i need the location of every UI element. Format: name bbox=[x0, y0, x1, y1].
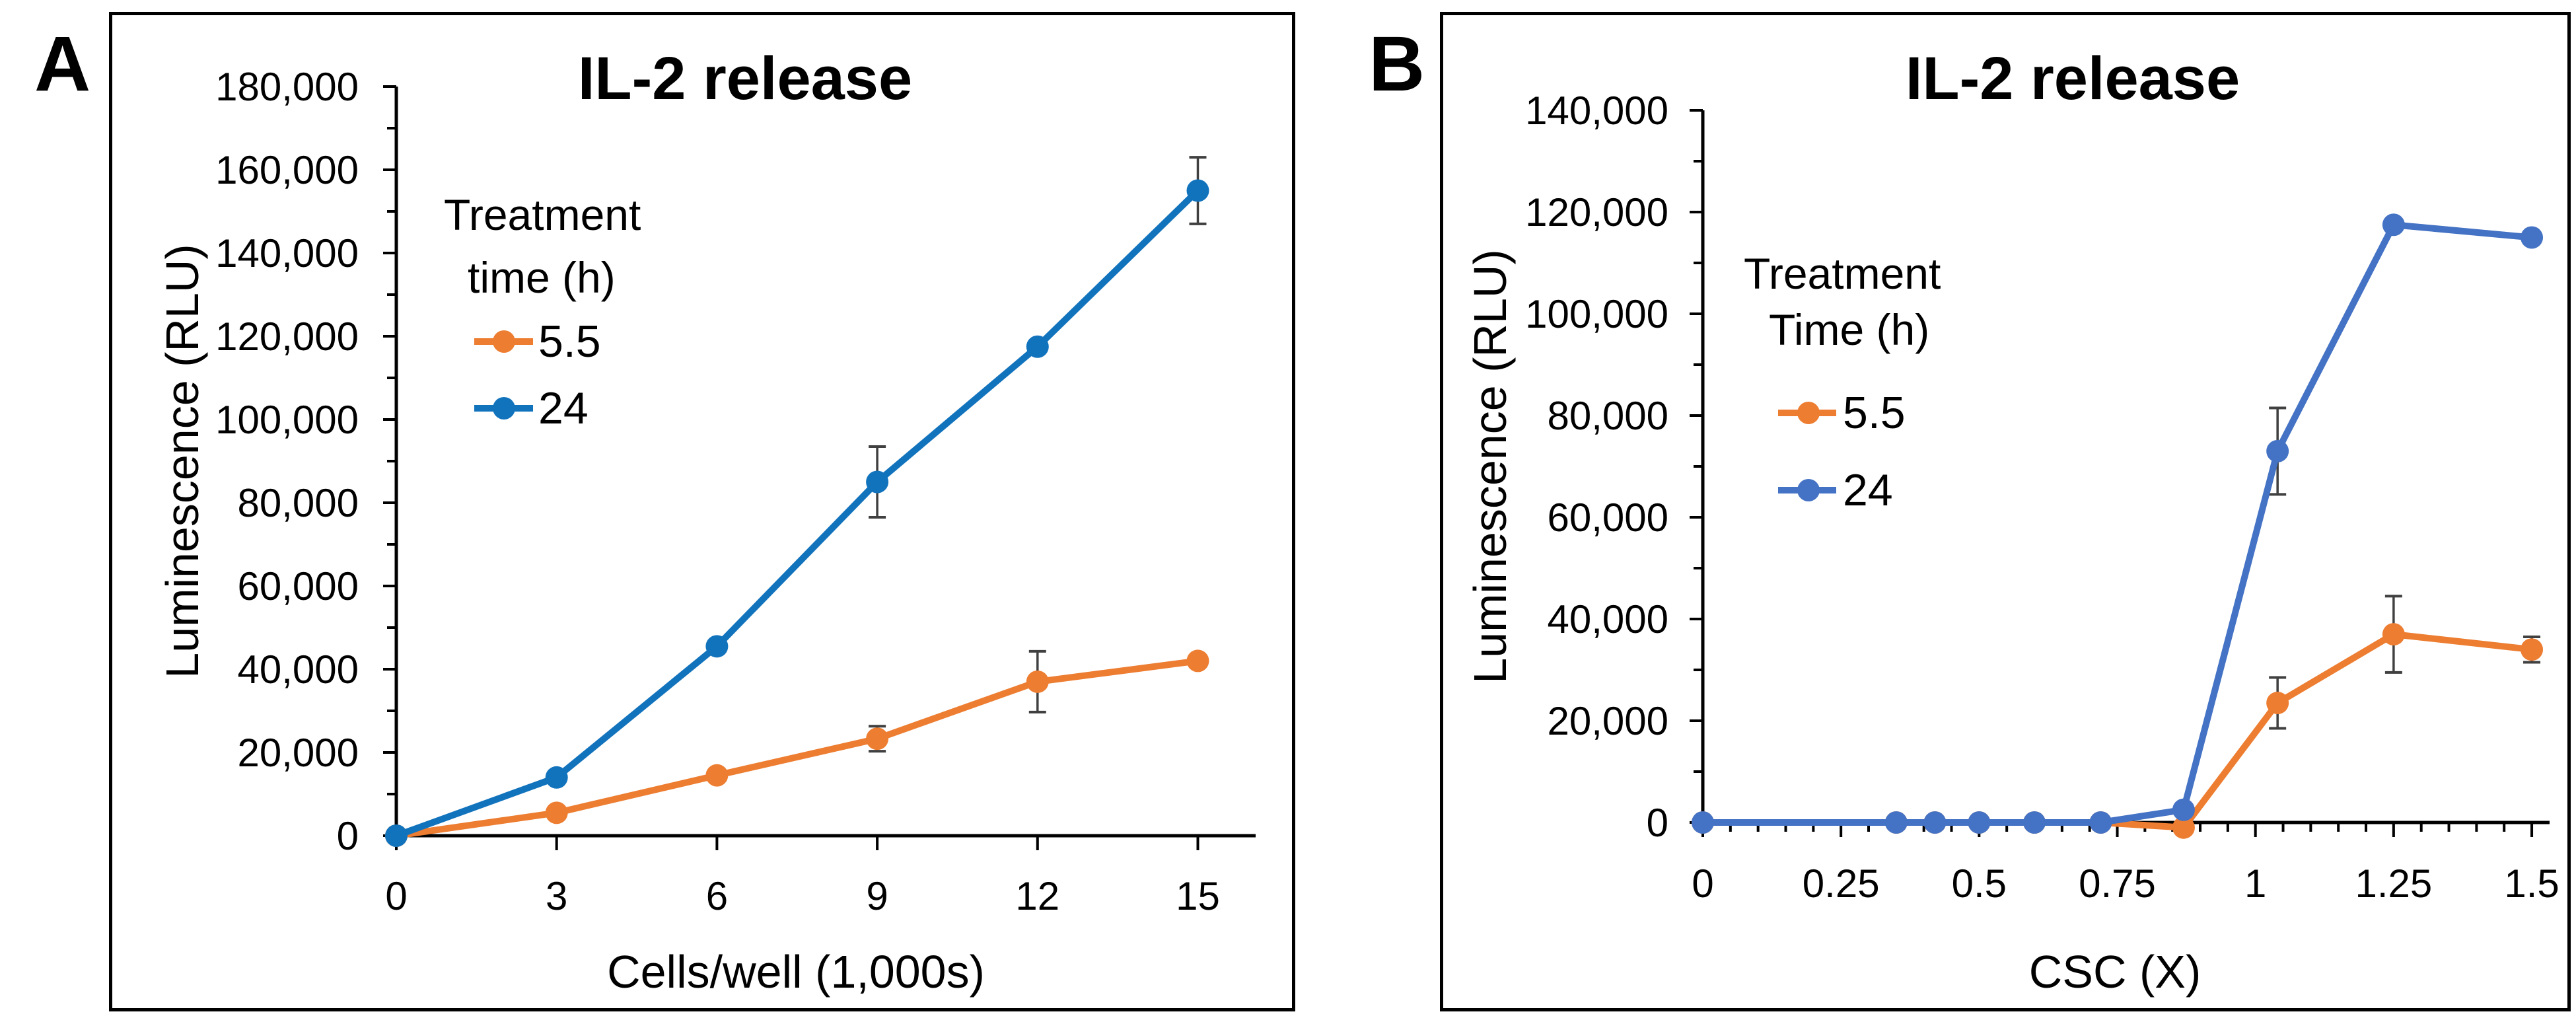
data-point-24 bbox=[1884, 811, 1908, 834]
legend-item-label: 5.5 bbox=[1843, 388, 1906, 438]
panel-border bbox=[109, 12, 1295, 1011]
x-tick-label: 0 bbox=[385, 874, 407, 918]
y-tick-label: 20,000 bbox=[237, 731, 359, 775]
data-point-24 bbox=[2266, 439, 2289, 462]
x-axis-title: CSC (X) bbox=[2029, 946, 2201, 998]
data-point-5.5 bbox=[2382, 623, 2405, 646]
data-point-24 bbox=[1923, 811, 1947, 834]
series-line-24 bbox=[393, 187, 1201, 839]
data-point-5.5 bbox=[705, 764, 729, 787]
y-tick-label: 100,000 bbox=[215, 398, 359, 442]
y-tick-label: 20,000 bbox=[1547, 699, 1668, 743]
y-tick-label: 0 bbox=[1647, 801, 1668, 845]
data-point-24 bbox=[2172, 798, 2195, 821]
data-point-24 bbox=[2521, 226, 2544, 249]
legend-item-label: 5.5 bbox=[538, 316, 601, 367]
x-tick-label: 15 bbox=[1176, 874, 1220, 918]
chart-title: IL-2 release bbox=[578, 45, 912, 112]
x-tick-label: 1.5 bbox=[2504, 861, 2559, 906]
y-tick-label: 140,000 bbox=[1525, 89, 1668, 133]
legend-marker-dot bbox=[493, 397, 515, 420]
data-point-24 bbox=[705, 635, 729, 658]
x-tick-label: 6 bbox=[706, 874, 728, 918]
data-point-24 bbox=[1026, 335, 1049, 358]
y-tick-label: 120,000 bbox=[1525, 190, 1668, 235]
data-point-24 bbox=[866, 470, 889, 493]
legend-marker-dot bbox=[1797, 402, 1820, 424]
x-tick-label: 0.25 bbox=[1803, 861, 1880, 906]
legend-marker-dot bbox=[493, 330, 515, 353]
x-axis-title: Cells/well (1,000s) bbox=[607, 946, 985, 998]
data-point-5.5 bbox=[545, 801, 568, 824]
y-tick-label: 140,000 bbox=[215, 231, 359, 275]
data-point-5.5 bbox=[866, 727, 889, 750]
data-point-5.5 bbox=[2521, 638, 2544, 661]
data-point-5.5 bbox=[2266, 692, 2289, 715]
chart-title: IL-2 release bbox=[1906, 45, 2240, 112]
data-point-5.5 bbox=[1026, 670, 1049, 693]
data-point-24 bbox=[1692, 811, 1714, 834]
y-tick-label: 120,000 bbox=[215, 314, 359, 359]
panel-b-letter: B bbox=[1369, 20, 1425, 108]
x-tick-label: 1.25 bbox=[2355, 861, 2432, 906]
y-tick-label: 60,000 bbox=[237, 564, 359, 608]
data-point-24 bbox=[2023, 811, 2046, 834]
y-tick-label: 180,000 bbox=[215, 65, 359, 109]
panel-a-chart: IL-2 release 0 20,000 40,000 60,000 80,000 100… bbox=[109, 12, 1295, 1011]
y-tick-label: 40,000 bbox=[237, 647, 359, 692]
series-line-24 bbox=[1699, 221, 2536, 826]
legend-title-line: time (h) bbox=[468, 253, 616, 302]
x-tick-label: 3 bbox=[546, 874, 567, 918]
panel-border bbox=[1440, 12, 2571, 1011]
data-point-24 bbox=[2382, 213, 2405, 237]
data-point-5.5 bbox=[2172, 816, 2195, 839]
x-tick-label: 0.75 bbox=[2079, 861, 2156, 906]
x-tick-label: 9 bbox=[866, 874, 888, 918]
y-tick-label: 80,000 bbox=[1547, 394, 1668, 438]
y-tick-label: 0 bbox=[337, 814, 359, 858]
data-point-24 bbox=[1186, 179, 1209, 202]
x-tick-label: 0.5 bbox=[1952, 861, 2007, 906]
y-axis-title: Luminescence (RLU) bbox=[157, 244, 208, 678]
data-point-5.5 bbox=[1186, 649, 1209, 673]
x-tick-label: 1 bbox=[2244, 861, 2266, 906]
legend-item-label: 24 bbox=[538, 383, 589, 433]
legend-marker-dot bbox=[1797, 479, 1820, 501]
legend-title-line: Treatment bbox=[444, 190, 641, 239]
data-point-24 bbox=[2089, 811, 2112, 834]
y-tick-label: 60,000 bbox=[1547, 495, 1668, 540]
legend-item-label: 24 bbox=[1843, 465, 1893, 515]
x-tick-label: 12 bbox=[1015, 874, 1059, 918]
y-tick-label: 80,000 bbox=[237, 481, 359, 525]
data-point-24 bbox=[385, 824, 408, 847]
data-point-24 bbox=[1968, 811, 1991, 834]
series-line-5.5 bbox=[393, 657, 1201, 839]
y-tick-label: 160,000 bbox=[215, 148, 359, 192]
legend-title-line: Time (h) bbox=[1769, 305, 1929, 354]
legend-title-line: Treatment bbox=[1744, 249, 1941, 298]
data-point-24 bbox=[545, 766, 568, 789]
panel-a-letter: A bbox=[34, 20, 91, 108]
y-tick-label: 100,000 bbox=[1525, 292, 1668, 336]
y-tick-label: 40,000 bbox=[1547, 597, 1668, 641]
x-tick-label: 0 bbox=[1692, 861, 1713, 906]
y-axis-title: Luminescence (RLU) bbox=[1464, 249, 1516, 683]
panel-b-chart: IL-2 release020,00040,00060,00080,000100… bbox=[1440, 12, 2571, 1011]
